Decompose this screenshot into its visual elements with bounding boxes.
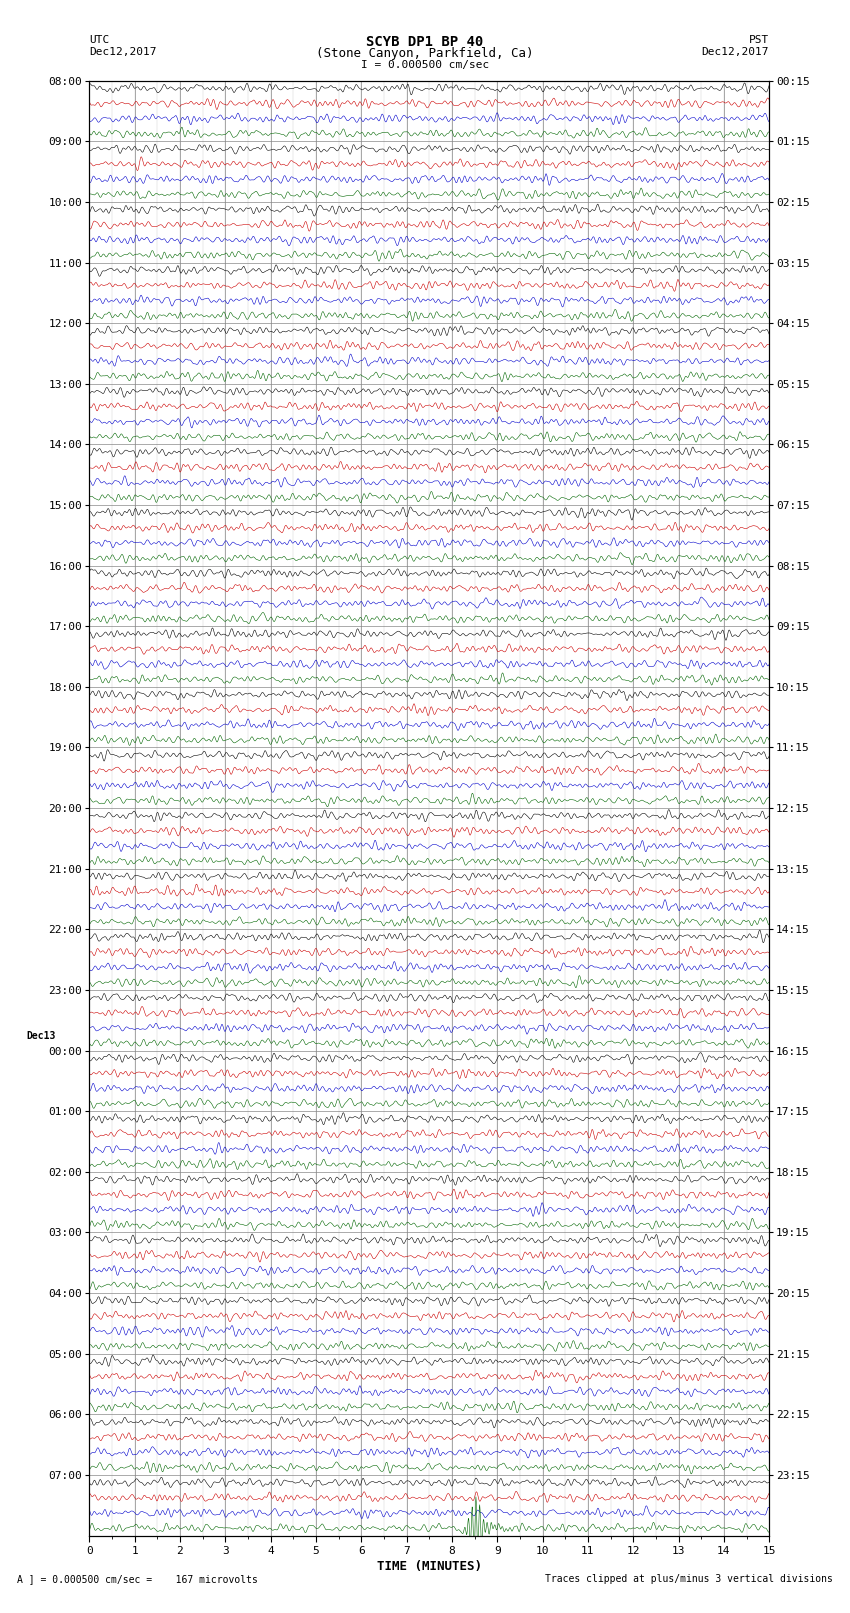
X-axis label: TIME (MINUTES): TIME (MINUTES) (377, 1560, 482, 1573)
Text: UTC: UTC (89, 35, 110, 45)
Text: (Stone Canyon, Parkfield, Ca): (Stone Canyon, Parkfield, Ca) (316, 47, 534, 60)
Text: A ] = 0.000500 cm/sec =    167 microvolts: A ] = 0.000500 cm/sec = 167 microvolts (17, 1574, 258, 1584)
Text: Dec13: Dec13 (26, 1031, 56, 1042)
Text: PST: PST (749, 35, 769, 45)
Text: Dec12,2017: Dec12,2017 (89, 47, 156, 56)
Text: Traces clipped at plus/minus 3 vertical divisions: Traces clipped at plus/minus 3 vertical … (545, 1574, 833, 1584)
Text: Dec12,2017: Dec12,2017 (702, 47, 769, 56)
Text: SCYB DP1 BP 40: SCYB DP1 BP 40 (366, 35, 484, 50)
Text: I = 0.000500 cm/sec: I = 0.000500 cm/sec (361, 60, 489, 69)
